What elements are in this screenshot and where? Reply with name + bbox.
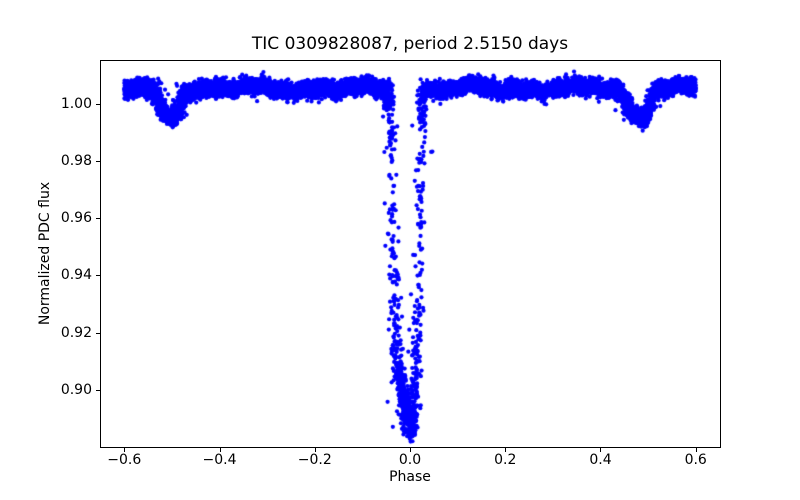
x-tick-mark (410, 448, 411, 452)
y-tick-mark (96, 389, 100, 391)
chart-title: TIC 0309828087, period 2.5150 days (251, 34, 569, 54)
y-tick-mark (96, 218, 100, 219)
x-tick-mark (124, 448, 126, 452)
x-tick-label: 0.0 (398, 452, 422, 468)
y-tick-label: 0.98 (60, 152, 92, 169)
x-tick-mark (219, 448, 221, 452)
x-axis-label: Phase (389, 469, 431, 485)
x-tick-label: −0.2 (297, 452, 332, 468)
y-tick-label: 0.90 (60, 381, 92, 398)
scatter-plot-canvas (100, 60, 720, 447)
y-tick-mark (96, 103, 100, 105)
x-tick-label: −0.4 (202, 452, 237, 468)
x-tick-mark (505, 448, 507, 452)
y-axis-label: Normalized PDC flux (37, 181, 53, 326)
y-tick-mark (96, 275, 100, 277)
x-tick-label: 0.2 (494, 452, 517, 468)
x-tick-mark (600, 448, 602, 452)
y-tick-mark (96, 332, 100, 334)
x-tick-mark (695, 448, 697, 452)
x-tick-label: 0.4 (589, 452, 612, 468)
y-tick-mark (96, 160, 100, 162)
x-tick-mark (314, 448, 316, 452)
x-tick-label: 0.6 (684, 452, 707, 468)
x-tick-label: −0.6 (107, 452, 142, 468)
y-tick-label: 0.92 (60, 324, 92, 341)
y-tick-label: 1.00 (60, 95, 92, 112)
y-tick-label: 0.96 (60, 210, 92, 226)
y-tick-label: 0.94 (60, 267, 92, 284)
